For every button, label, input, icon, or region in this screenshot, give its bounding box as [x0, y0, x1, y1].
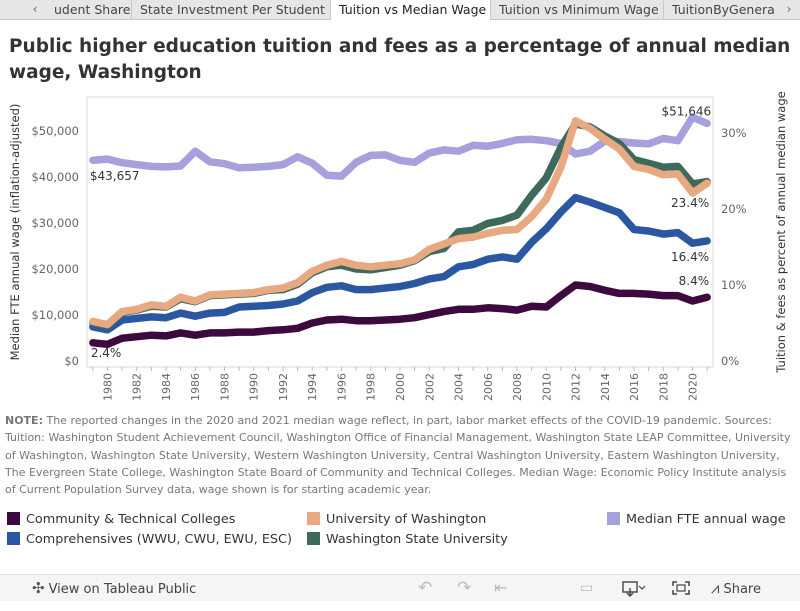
legend-item-community-technical[interactable]: Community & Technical Colleges — [7, 512, 235, 527]
legend-item-comprehensives[interactable]: Comprehensives (WWU, CWU, EWU, ESC) — [7, 532, 292, 547]
y-right-tick-label: 10% — [721, 278, 747, 292]
data-label: 8.4% — [679, 274, 710, 288]
tab-state-investment[interactable]: State Investment Per Student — [132, 0, 331, 19]
chevron-left-icon: ‹ — [32, 2, 38, 16]
redo-button[interactable]: ↷ — [457, 575, 471, 601]
line-chart: $0 $10,000 $20,000 $30,000 $40,000 $50,000 0% 1… — [8, 91, 788, 401]
x-tick-label: 1992 — [277, 373, 290, 401]
x-tick-label: 1988 — [218, 373, 231, 401]
x-tick-label: 1998 — [365, 373, 378, 401]
legend-swatch — [607, 512, 620, 525]
tab-scroll-right-button[interactable]: › — [778, 0, 800, 19]
fullscreen-icon — [672, 581, 690, 595]
series-line-community-technical-colleges — [89, 281, 711, 349]
x-tick-label: 2002 — [423, 373, 436, 401]
y-right-tick-label: 20% — [721, 202, 747, 216]
data-label: 2.4% — [91, 346, 122, 360]
x-tick-label: 1994 — [306, 373, 319, 401]
x-tick-label: 2010 — [540, 373, 553, 401]
chevron-right-icon: › — [786, 2, 792, 16]
x-tick-label: 2020 — [687, 373, 700, 401]
series-line-university-of-washington — [89, 117, 711, 329]
x-tick-label: 2012 — [570, 373, 583, 401]
y-left-tick-label: $50,000 — [31, 124, 79, 138]
y-right-axis-title: Tuition & fees as percent of annual medi… — [774, 91, 788, 373]
tab-student-share[interactable]: udent Share — [46, 0, 132, 19]
data-label: 16.4% — [671, 250, 709, 264]
y-right-tick-label: 30% — [721, 126, 747, 140]
x-tick-label: 2000 — [394, 373, 407, 401]
y-left-tick-label: $0 — [64, 354, 79, 368]
legend-swatch — [7, 532, 20, 545]
fullscreen-button[interactable] — [672, 575, 690, 601]
x-tick-label: 2018 — [657, 373, 670, 401]
axes: $0 $10,000 $20,000 $30,000 $40,000 $50,000 0% 1… — [8, 91, 788, 401]
tableau-icon: ✣ — [32, 579, 45, 597]
source-note: NOTE: The reported changes in the 2020 a… — [5, 414, 791, 497]
undo-button[interactable]: ↶ — [418, 575, 432, 601]
pause-button[interactable]: ▭ — [580, 575, 593, 601]
x-tick-label: 2016 — [628, 373, 641, 401]
annotation-layer: $43,657 $51,646 2.4% 8.4% 16.4% 23.4% — [90, 104, 711, 359]
download-icon — [622, 581, 646, 597]
tab-tuition-by-generation[interactable]: TuitionByGenera — [672, 2, 775, 17]
legend-swatch — [307, 512, 320, 525]
data-label: $43,657 — [90, 169, 140, 183]
revert-button[interactable]: ⇤ — [494, 575, 507, 601]
series-line-comprehensives-wwu-cwu-ewu-esc — [89, 193, 711, 334]
y-left-tick-label: $30,000 — [31, 216, 79, 230]
y-left-tick-label: $20,000 — [31, 262, 79, 276]
x-tick-label: 1990 — [248, 373, 261, 401]
legend-item-median-wage[interactable]: Median FTE annual wage — [607, 512, 786, 527]
x-tick-label: 1986 — [189, 373, 202, 401]
x-tick-label: 2004 — [453, 373, 466, 401]
share-icon: ⩘ — [711, 579, 720, 597]
data-label: 23.4% — [671, 196, 709, 210]
x-tick-label: 1980 — [101, 373, 114, 401]
plot-area — [86, 96, 714, 368]
redo-icon: ↷ — [457, 578, 472, 598]
series-layer — [89, 113, 711, 349]
legend-swatch — [7, 512, 20, 525]
tab-scroll-left-button[interactable]: ‹ — [24, 0, 46, 19]
y-left-tick-label: $40,000 — [31, 170, 79, 184]
legend-item-washington-state-university[interactable]: Washington State University — [307, 532, 508, 547]
view-on-tableau-button[interactable]: ✣ View on Tableau Public — [32, 579, 197, 597]
legend-swatch — [307, 532, 320, 545]
share-button[interactable]: ⩘ Share — [711, 579, 761, 597]
tab-tuition-vs-median-wage[interactable]: Tuition vs Median Wage — [331, 0, 491, 20]
x-tick-label: 1984 — [160, 373, 173, 401]
y-right-tick-label: 0% — [721, 354, 739, 368]
footer-toolbar: ✣ View on Tableau Public ↶ ↷ ⇤ ▭ ⩘ Share — [0, 574, 800, 601]
chart-title: Public higher education tuition and fees… — [9, 36, 791, 83]
x-tick-label: 1982 — [131, 373, 144, 401]
pause-icon: ▭ — [580, 580, 594, 596]
data-label: $51,646 — [662, 104, 712, 118]
x-tick-label: 2008 — [511, 373, 524, 401]
x-tick-label: 2014 — [599, 373, 612, 401]
revert-icon: ⇤ — [494, 578, 508, 597]
y-left-tick-label: $10,000 — [31, 308, 79, 322]
y-left-axis-title: Median FTE annual wage (inflation-adjust… — [8, 104, 22, 361]
tab-bar: ‹ udent Share State Investment Per Stude… — [0, 0, 800, 20]
x-tick-label: 1996 — [335, 373, 348, 401]
download-button[interactable] — [620, 575, 646, 601]
x-tick-label: 2006 — [482, 373, 495, 401]
tab-tuition-vs-minimum-wage[interactable]: Tuition vs Minimum Wage — [491, 0, 664, 19]
legend-item-university-of-washington[interactable]: University of Washington — [307, 512, 486, 527]
undo-icon: ↶ — [418, 578, 433, 598]
